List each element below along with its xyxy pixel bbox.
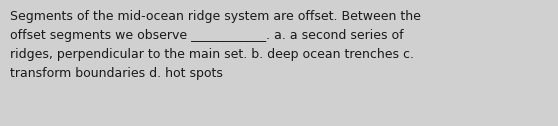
Text: offset segments we observe ____________. a. a second series of: offset segments we observe ____________.… <box>10 29 403 42</box>
Text: ridges, perpendicular to the main set. b. deep ocean trenches c.: ridges, perpendicular to the main set. b… <box>10 48 414 61</box>
Text: transform boundaries d. hot spots: transform boundaries d. hot spots <box>10 67 223 80</box>
Text: Segments of the mid-ocean ridge system are offset. Between the: Segments of the mid-ocean ridge system a… <box>10 10 421 23</box>
